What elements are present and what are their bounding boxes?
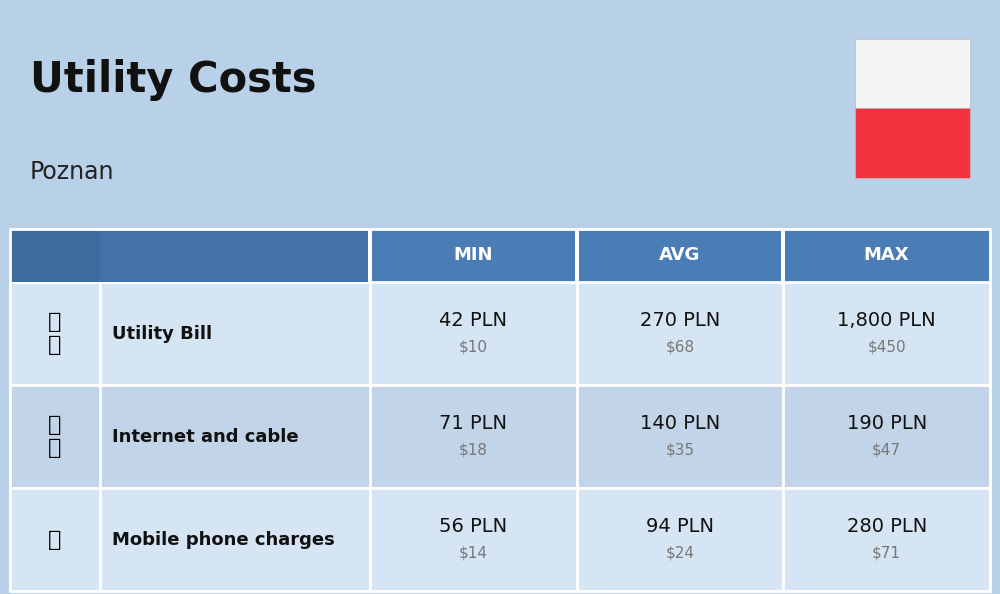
Text: MIN: MIN: [454, 247, 493, 264]
Text: 📱: 📱: [48, 529, 62, 549]
Text: Mobile phone charges: Mobile phone charges: [112, 530, 335, 548]
Bar: [10, 229, 100, 282]
Text: $71: $71: [872, 545, 901, 560]
Text: 71 PLN: 71 PLN: [439, 413, 507, 432]
Bar: [24, 418, 87, 455]
Bar: [855, 109, 970, 178]
Text: 140 PLN: 140 PLN: [640, 413, 720, 432]
Text: 190 PLN: 190 PLN: [847, 413, 927, 432]
Text: $47: $47: [872, 443, 901, 457]
Text: 42 PLN: 42 PLN: [439, 311, 507, 330]
Bar: [781, 229, 785, 282]
Bar: [10, 385, 990, 488]
Text: 🔧
🔌: 🔧 🔌: [48, 312, 62, 355]
Text: Utility Bill: Utility Bill: [112, 325, 212, 343]
Text: 1,800 PLN: 1,800 PLN: [837, 311, 936, 330]
Text: 270 PLN: 270 PLN: [640, 311, 720, 330]
Text: $14: $14: [459, 545, 488, 560]
Text: $35: $35: [665, 443, 695, 457]
Bar: [24, 315, 87, 352]
Bar: [10, 229, 990, 591]
Text: 280 PLN: 280 PLN: [847, 517, 927, 536]
Text: $68: $68: [665, 340, 695, 355]
Text: $450: $450: [867, 340, 906, 355]
Bar: [575, 229, 579, 282]
Text: $10: $10: [459, 340, 488, 355]
Text: $24: $24: [665, 545, 694, 560]
Bar: [24, 521, 87, 558]
Bar: [855, 39, 970, 109]
Text: MAX: MAX: [864, 247, 909, 264]
Bar: [10, 229, 990, 282]
Text: 📶
🖨: 📶 🖨: [48, 415, 62, 458]
Bar: [100, 229, 370, 282]
Bar: [10, 488, 990, 591]
Text: Poznan: Poznan: [30, 160, 114, 184]
Text: 94 PLN: 94 PLN: [646, 517, 714, 536]
Text: Utility Costs: Utility Costs: [30, 59, 316, 102]
Bar: [10, 282, 990, 385]
Bar: [368, 229, 372, 282]
Text: $18: $18: [459, 443, 488, 457]
Text: 56 PLN: 56 PLN: [439, 517, 507, 536]
Text: AVG: AVG: [659, 247, 701, 264]
Text: Internet and cable: Internet and cable: [112, 428, 299, 446]
